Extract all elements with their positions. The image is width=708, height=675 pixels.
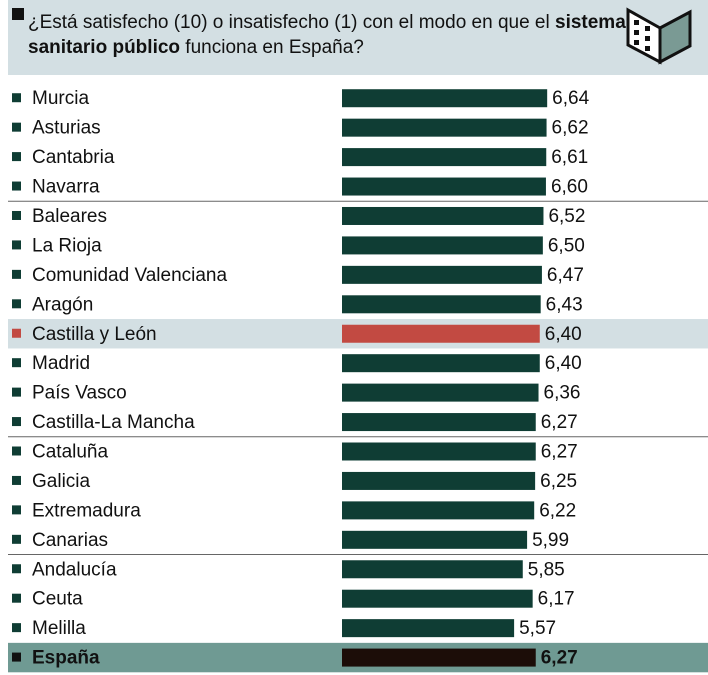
row-marker: [12, 387, 21, 397]
value-label: 6,36: [544, 383, 581, 404]
bar: [342, 648, 536, 667]
row-marker: [12, 475, 21, 485]
row-marker: [12, 564, 21, 574]
category-label: Asturias: [32, 118, 101, 139]
value-label: 6,17: [538, 589, 575, 610]
category-label: País Vasco: [32, 383, 127, 404]
value-label: 6,40: [545, 324, 582, 345]
value-label: 6,22: [539, 500, 576, 521]
row-marker: [12, 269, 21, 279]
header-marker: [12, 8, 24, 20]
value-label: 6,62: [552, 118, 589, 139]
bar: [342, 442, 536, 461]
bar: [342, 530, 528, 549]
value-label: 6,43: [546, 294, 583, 315]
title-text: ¿Está satisfecho (10) o insatisfecho (1)…: [28, 12, 555, 33]
category-label: Galicia: [32, 471, 91, 492]
row-marker: [12, 652, 21, 662]
value-label: 6,27: [541, 412, 578, 433]
value-label: 5,99: [532, 530, 569, 551]
bar: [342, 501, 535, 520]
category-label: Cataluña: [32, 442, 108, 463]
category-label: Cantabria: [32, 147, 115, 168]
row-marker: [12, 181, 21, 191]
category-label: Murcia: [32, 88, 89, 109]
row-marker: [12, 358, 21, 368]
category-label: Madrid: [32, 353, 90, 374]
chart-title: ¿Está satisfecho (10) o insatisfecho (1)…: [8, 0, 628, 75]
bar: [342, 471, 536, 490]
row-marker: [12, 152, 21, 162]
row-marker: [12, 505, 21, 515]
bar: [342, 89, 548, 108]
bar: [342, 560, 523, 579]
bar: [342, 177, 546, 196]
bar: [342, 589, 533, 608]
value-label: 6,47: [547, 265, 584, 286]
bar: [342, 265, 542, 284]
bar: [342, 118, 547, 137]
category-label: Extremadura: [32, 500, 141, 521]
title-bold: sistema sanitario público: [28, 12, 626, 58]
bar: [342, 413, 536, 432]
row-marker: [12, 93, 21, 103]
bar: [342, 324, 540, 343]
category-label: Canarias: [32, 530, 108, 551]
value-label: 6,25: [540, 471, 577, 492]
building-icon: [626, 7, 692, 65]
row-marker: [12, 446, 21, 456]
value-label: 5,85: [528, 559, 565, 580]
bar: [342, 619, 515, 638]
value-label: 5,57: [519, 618, 556, 639]
value-label: 6,27: [541, 442, 578, 463]
title-text: funciona en España?: [180, 37, 364, 58]
row-marker: [12, 593, 21, 603]
value-label: 6,61: [551, 147, 588, 168]
header-bg: [8, 0, 708, 75]
row-marker: [12, 328, 21, 338]
bar: [342, 148, 547, 167]
value-label: 6,60: [551, 177, 588, 198]
row-marker: [12, 122, 21, 132]
bar: [342, 354, 540, 373]
bar: [342, 206, 544, 225]
category-label: Ceuta: [32, 589, 83, 610]
category-label: Melilla: [32, 618, 86, 639]
value-label: 6,50: [548, 235, 585, 256]
row-marker: [12, 623, 21, 633]
value-label: 6,52: [548, 206, 585, 227]
row-marker: [12, 210, 21, 220]
bar: [342, 383, 539, 402]
row-marker: [12, 534, 21, 544]
value-label: 6,27: [541, 648, 578, 669]
category-label: Comunidad Valenciana: [32, 265, 227, 286]
bar: [342, 236, 543, 255]
category-label: Castilla y León: [32, 324, 157, 345]
category-label: La Rioja: [32, 235, 102, 256]
value-label: 6,64: [552, 88, 589, 109]
bar: [342, 295, 541, 314]
category-label: Aragón: [32, 294, 93, 315]
category-label: España: [32, 648, 100, 669]
category-label: Navarra: [32, 177, 100, 198]
value-label: 6,40: [545, 353, 582, 374]
row-marker: [12, 299, 21, 309]
row-marker: [12, 240, 21, 250]
category-label: Andalucía: [32, 559, 117, 580]
category-label: Castilla-La Mancha: [32, 412, 195, 433]
row-marker: [12, 417, 21, 427]
category-label: Baleares: [32, 206, 107, 227]
